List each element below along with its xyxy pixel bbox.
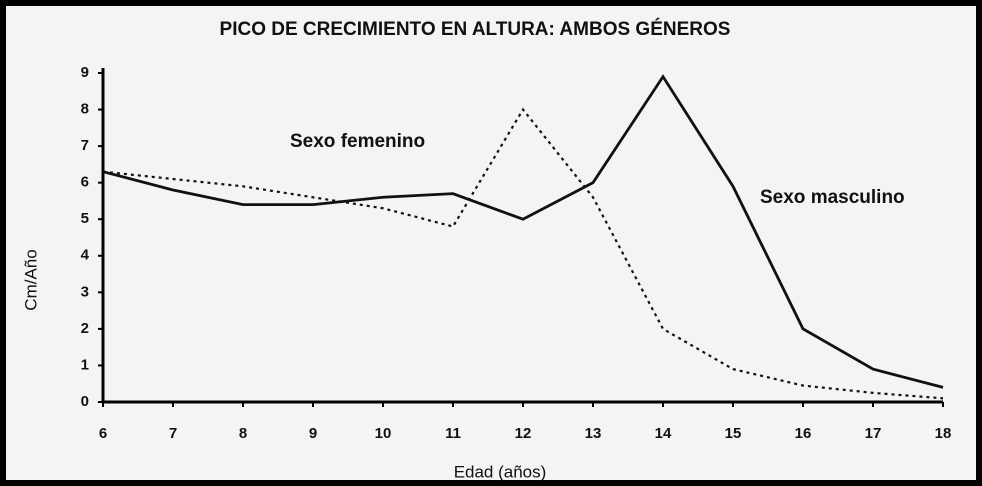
x-tick-label: 18 [935, 425, 952, 442]
x-tick-label: 9 [309, 425, 317, 442]
y-tick-label: 1 [81, 356, 89, 373]
y-tick-label: 9 [81, 64, 89, 81]
y-axis-label: Cm/Año [21, 249, 40, 310]
x-tick-label: 16 [795, 425, 812, 442]
x-tick-label: 15 [725, 425, 742, 442]
y-tick-label: 3 [81, 283, 89, 300]
x-axis-label: Edad (años) [454, 462, 547, 481]
series-label: Sexo masculino [760, 187, 905, 208]
series-line [102, 74, 944, 389]
y-tick-label: 6 [81, 174, 89, 191]
y-tick-label: 5 [81, 210, 89, 227]
x-tick-label: 7 [169, 425, 177, 442]
y-tick-label: 0 [81, 393, 89, 410]
x-tick-label: 17 [865, 425, 882, 442]
series-label: Sexo femenino [290, 131, 425, 152]
y-tick-label: 2 [81, 320, 89, 337]
x-tick-label: 8 [239, 425, 247, 442]
x-tick-label: 6 [99, 425, 107, 442]
y-tick-label: 4 [81, 247, 90, 264]
y-tick-label: 8 [81, 101, 89, 118]
x-tick-label: 12 [515, 425, 532, 442]
x-tick-label: 10 [375, 425, 392, 442]
series-line [102, 107, 944, 400]
x-tick-label: 11 [445, 425, 461, 442]
chart-title: PICO DE CRECIMIENTO EN ALTURA: AMBOS GÉN… [220, 18, 731, 40]
x-tick-label: 14 [655, 425, 672, 442]
x-tick-label: 13 [585, 425, 602, 442]
y-tick-label: 7 [81, 137, 89, 154]
